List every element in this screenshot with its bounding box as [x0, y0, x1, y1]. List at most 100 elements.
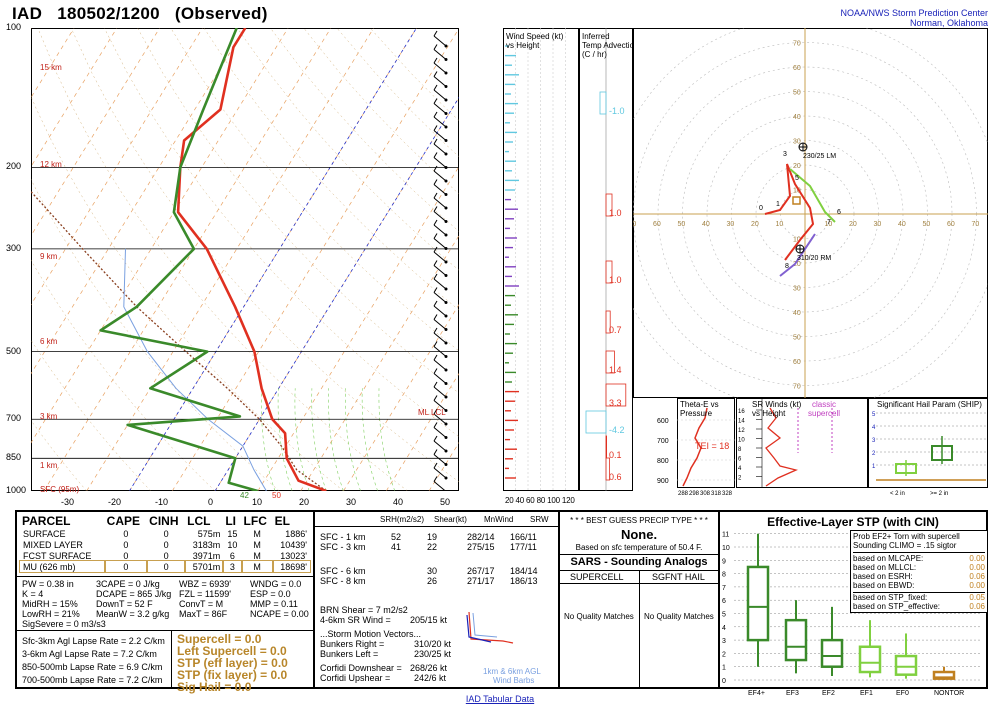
ship-tick: 3 [872, 438, 876, 444]
wind-barb-flag [433, 219, 438, 226]
stp-box [820, 638, 844, 668]
agency-credit: NOAA/NWS Storm Prediction Center Norman,… [840, 8, 988, 28]
pressure-tick: 100 [6, 22, 22, 32]
ship-tick: 1 [872, 464, 876, 470]
kinematic-layer: SFC - 1 km [320, 532, 366, 542]
barb-dot [444, 422, 448, 426]
advection-value: 3.3 [609, 398, 622, 408]
stp-y-tick: 5 [722, 612, 726, 619]
stp-row: based on MLLCL: 0.00 [853, 563, 985, 572]
advection-value: -4.2 [609, 425, 625, 435]
sr46-value: 205/15 kt [410, 615, 448, 625]
advection-value: -1.0 [609, 106, 625, 116]
advection-bar [605, 383, 627, 407]
advection-bar [605, 310, 611, 334]
kinematic-value: 41 [391, 542, 402, 552]
stp-row: based on MLCAPE: 0.00 [853, 554, 985, 563]
hodo-x-tick: 60 [653, 221, 661, 228]
barb-dot [444, 98, 448, 102]
skewt-panel [31, 28, 459, 491]
sars-match-hail: No Quality Matches [644, 612, 714, 621]
wind-barb [433, 332, 447, 344]
stp-category: EF1 [860, 690, 873, 697]
wind-barb [433, 103, 447, 114]
hodo-height-label: 6 [837, 209, 841, 216]
stp-prob-box: Prob EF2+ Torn with supercell Sounding C… [850, 530, 988, 613]
wind-barb [433, 400, 447, 411]
kinematic-layer: SFC - 6 km [320, 566, 366, 576]
isotherm [86, 28, 374, 491]
barb-dot [444, 112, 448, 115]
moist-adiabat [344, 388, 361, 491]
divider [17, 576, 313, 577]
stp-chart: 0 1 2 3 4 5 6 7 8 9 10 11 EF4+ EF3 EF2 EF1 EF0 NONTOR [722, 532, 982, 697]
hodo-height-label: 1 [776, 201, 780, 208]
advection-bar [605, 193, 613, 217]
rm-label: 310/20 RM [797, 255, 831, 262]
wind-barb-flag [433, 111, 438, 118]
wind-barb [433, 319, 447, 330]
theta-x-tick: 308 [700, 491, 711, 497]
wind-barb-flag [433, 314, 438, 320]
temp-tick: 40 [393, 497, 404, 507]
advection-value: 0.6 [609, 472, 622, 482]
hodo-ring-label: 10 [793, 237, 801, 244]
temp-tick: 30 [346, 497, 357, 507]
lcl-marker: ML LCL [418, 408, 446, 417]
tabular-data-link[interactable]: IAD Tabular Data [465, 694, 535, 704]
barb-dot [444, 395, 448, 399]
hodo-trace-low [764, 163, 815, 261]
wind-barb-flag [433, 287, 438, 293]
wind-barb-flag [433, 395, 438, 401]
sounding-mode: (Observed) [174, 4, 268, 23]
stp-y-tick: 10 [722, 545, 730, 552]
agency-line-1: NOAA/NWS Storm Prediction Center [840, 8, 988, 18]
ship-title: Significant Hail Param (SHIP) [877, 400, 982, 409]
mini-hodo [466, 611, 514, 644]
stp-row: based on ESRH: 0.06 [853, 572, 985, 581]
isotherm [257, 165, 459, 491]
temp-adv-title: Inferred [582, 32, 610, 41]
precip-value: None. [620, 527, 658, 542]
hodo-x-tick: 50 [923, 221, 931, 228]
lapse-rates: Sfc-3km Agl Lapse Rate = 2.2 C/km 3-6km A… [22, 636, 165, 685]
col-el: EL [274, 514, 290, 528]
wind-barb-flag [433, 98, 438, 104]
barb-dot [444, 152, 448, 156]
freezing-isotherm [214, 96, 459, 491]
advection-value: 1.0 [609, 275, 622, 285]
wind-barb-flag [433, 152, 438, 158]
wind-barb-flag [433, 57, 438, 64]
indices-col-1: PW = 0.38 in K = 4 MidRH = 15% LowRH = 21% S… [22, 579, 106, 629]
kinematic-value: 275/15 [467, 542, 495, 552]
temp-tick: -20 [108, 497, 122, 507]
hodo-ring-label: 40 [793, 310, 801, 317]
height-tick: 6 km [40, 337, 58, 346]
barbs-label-2: Wind Barbs [493, 676, 535, 685]
moist-adiabat [261, 388, 276, 491]
temp-adv-units: (C / hr) [582, 50, 607, 59]
sr-winds-panel: 16 14 12 10 8 6 4 2 [736, 398, 868, 488]
moist-adiabat [294, 388, 310, 491]
theta-x-tick: 288 [678, 491, 689, 497]
wind-barb [433, 62, 447, 74]
isotherm [171, 28, 459, 491]
indices-col-3: WBZ = 6939' FZL = 11599' ConvT = M MaxT = 8… [179, 579, 232, 619]
hodo-x-tick: 50 [678, 221, 686, 228]
wind-barb-flag [433, 354, 438, 361]
barb-dot [444, 220, 448, 223]
barb-dot [444, 436, 448, 439]
hodo-x-tick: 20 [849, 221, 857, 228]
barb-dot [444, 449, 448, 453]
wind-barb-flag [433, 273, 438, 280]
stp-row: based on STP_effective: 0.06 [853, 602, 985, 611]
advection-bar [585, 410, 607, 434]
wind-barb [433, 184, 447, 195]
precip-title: * * * BEST GUESS PRECIP TYPE * * * [570, 516, 708, 525]
mean-wind-marker [792, 196, 801, 205]
barb-dot [444, 314, 448, 318]
barb-dot [444, 463, 448, 466]
hodo-x-tick: 10 [776, 221, 784, 228]
stp-title: Effective-Layer STP (with CIN) [767, 515, 939, 529]
hodo-ring-label: 20 [793, 261, 801, 268]
